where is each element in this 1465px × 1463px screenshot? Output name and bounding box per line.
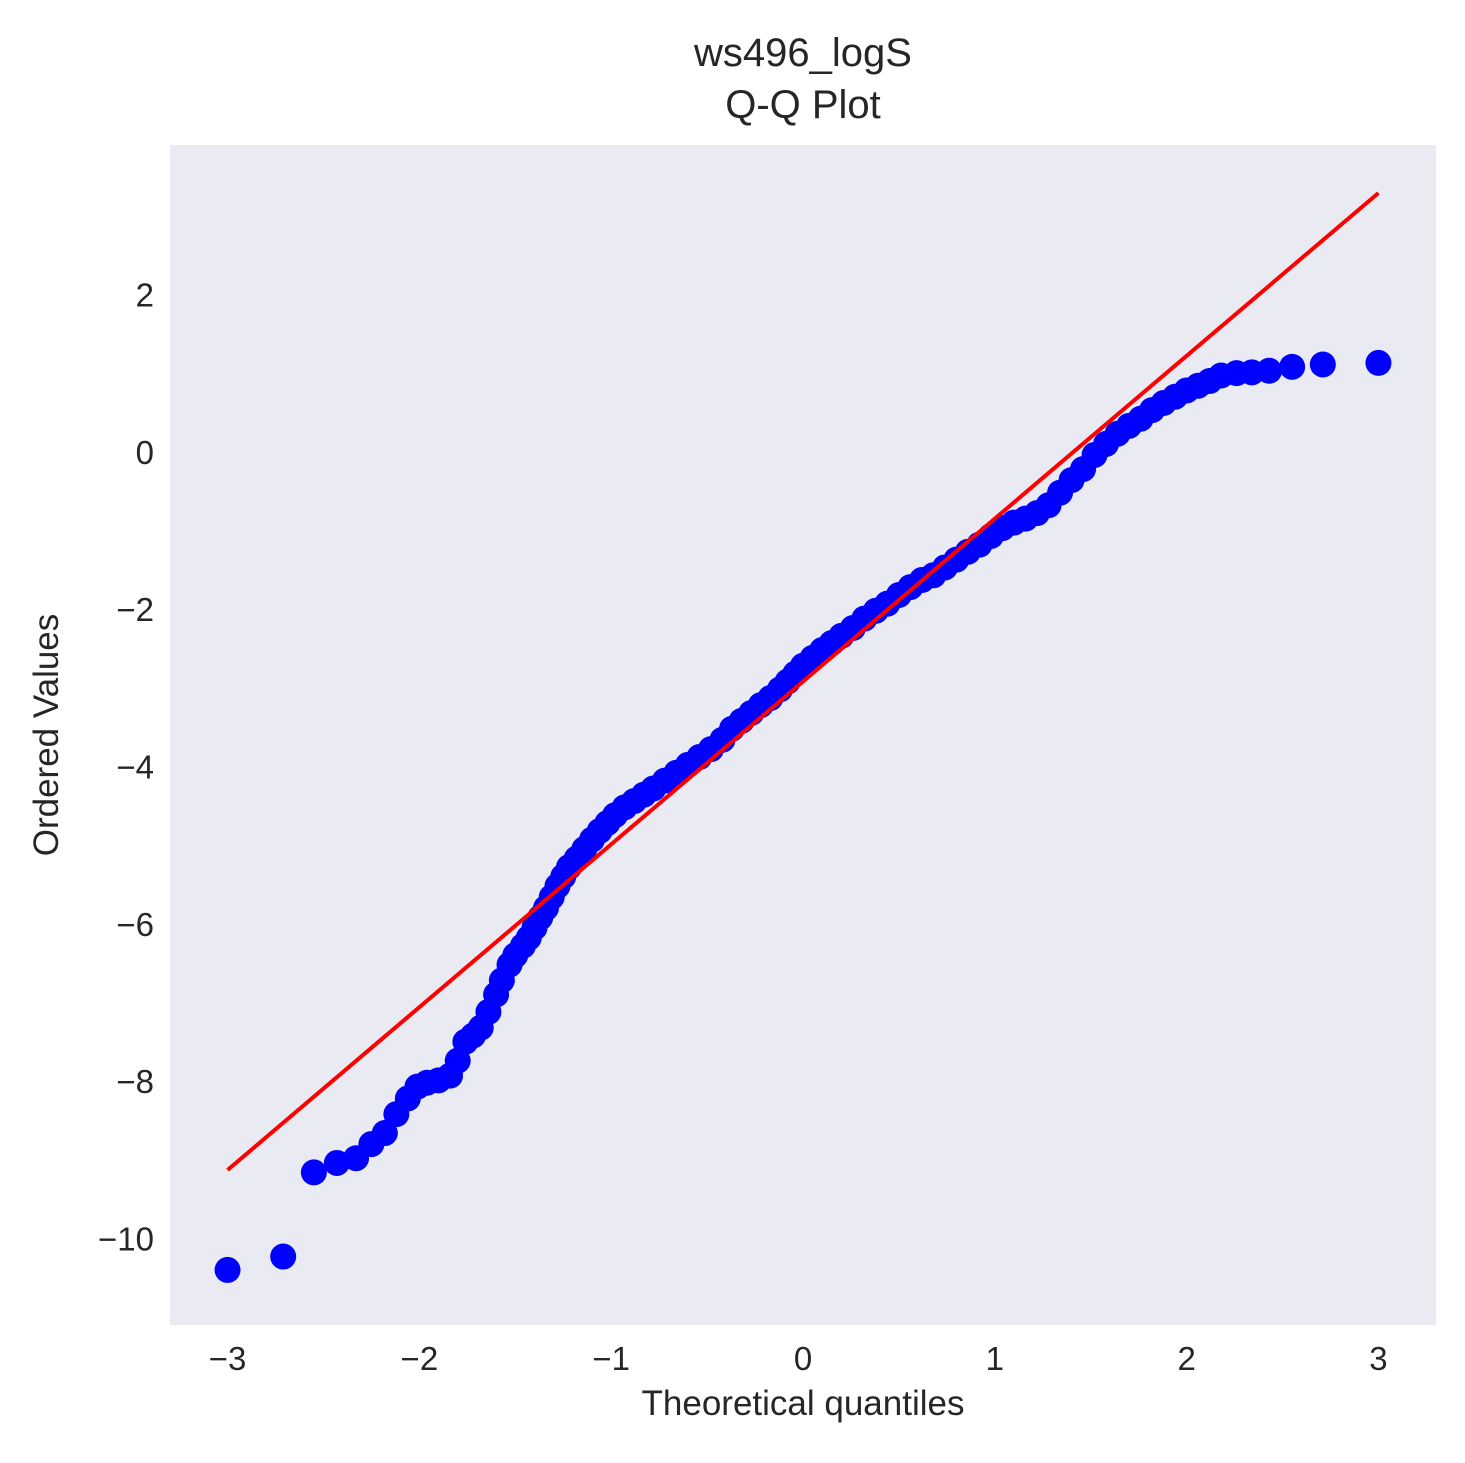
x-axis-label: Theoretical quantiles	[642, 1384, 965, 1423]
data-point	[371, 1120, 398, 1147]
data-point	[1365, 349, 1392, 376]
data-point	[300, 1159, 327, 1186]
x-tick-label: −2	[401, 1340, 439, 1377]
x-axis-ticks: −3 −2 −1 0 1 2 3	[209, 1340, 1388, 1377]
y-tick-label: −10	[98, 1220, 154, 1257]
y-tick-label: −4	[116, 748, 154, 785]
data-point	[1309, 351, 1336, 378]
y-tick-label: 0	[136, 434, 154, 471]
y-tick-label: −2	[116, 591, 154, 628]
y-tick-label: 2	[136, 276, 154, 313]
data-point	[214, 1256, 241, 1283]
x-tick-label: 0	[794, 1340, 812, 1377]
y-tick-label: −8	[116, 1063, 154, 1100]
x-tick-label: −1	[592, 1340, 630, 1377]
x-tick-label: 1	[986, 1340, 1004, 1377]
y-axis-label: Ordered Values	[27, 614, 66, 857]
data-point	[270, 1243, 297, 1270]
x-tick-label: −3	[209, 1340, 247, 1377]
data-point	[1256, 357, 1283, 384]
x-tick-label: 2	[1177, 1340, 1195, 1377]
chart-title: ws496_logS	[693, 31, 912, 75]
y-tick-label: −6	[116, 906, 154, 943]
chart-subtitle: Q-Q Plot	[725, 83, 881, 127]
data-series	[214, 191, 1392, 1283]
y-axis-ticks: −10 −8 −6 −4 −2 0 2	[98, 276, 154, 1257]
reference-line	[226, 191, 1380, 1172]
x-tick-label: 3	[1369, 1340, 1387, 1377]
data-point	[1279, 353, 1306, 380]
